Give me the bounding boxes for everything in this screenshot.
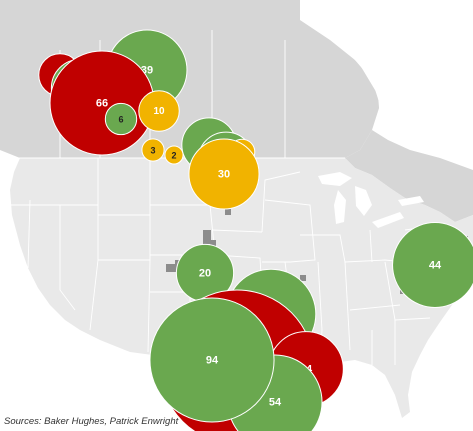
great-lakes — [318, 172, 424, 228]
bubble-circle — [138, 90, 180, 132]
bubble-label: 30 — [218, 169, 230, 181]
bubble-green-44: 44 — [392, 222, 473, 308]
source-note: Sources: Baker Hughes, Patrick Enwright — [4, 416, 179, 427]
bubble-green-6: 6 — [104, 102, 138, 136]
bubble-yellow-30: 30 — [188, 138, 260, 210]
bubble-label: 54 — [269, 397, 282, 409]
bubble-label: 6 — [118, 115, 123, 125]
bubble-circle — [149, 297, 275, 423]
bubble-yellow-3: 3 — [141, 138, 165, 162]
bubble-circle — [104, 102, 138, 136]
bubble-circle — [164, 145, 184, 165]
bubble-green-94: 94 — [149, 297, 275, 423]
bubble-label: 44 — [429, 260, 442, 272]
eastern-canada-land — [345, 130, 473, 222]
bubble-yellow-10: 10 — [138, 90, 180, 132]
hudson-bay-water — [300, 0, 473, 170]
bubble-label: 2 — [171, 151, 176, 161]
bubble-circle — [392, 222, 473, 308]
bubble-label: 20 — [199, 268, 211, 280]
bubble-label: 10 — [153, 106, 165, 117]
bubble-label: 66 — [96, 98, 108, 110]
bubble-label: 94 — [206, 355, 219, 367]
bubble-circle — [141, 138, 165, 162]
bubble-label: 3 — [150, 146, 155, 156]
rig-bubbles: 112039666103218194302044491571345494 — [38, 29, 473, 431]
bubble-circle — [188, 138, 260, 210]
bubble-yellow-2: 2 — [164, 145, 184, 165]
bubble-red-66: 66 — [49, 50, 155, 156]
